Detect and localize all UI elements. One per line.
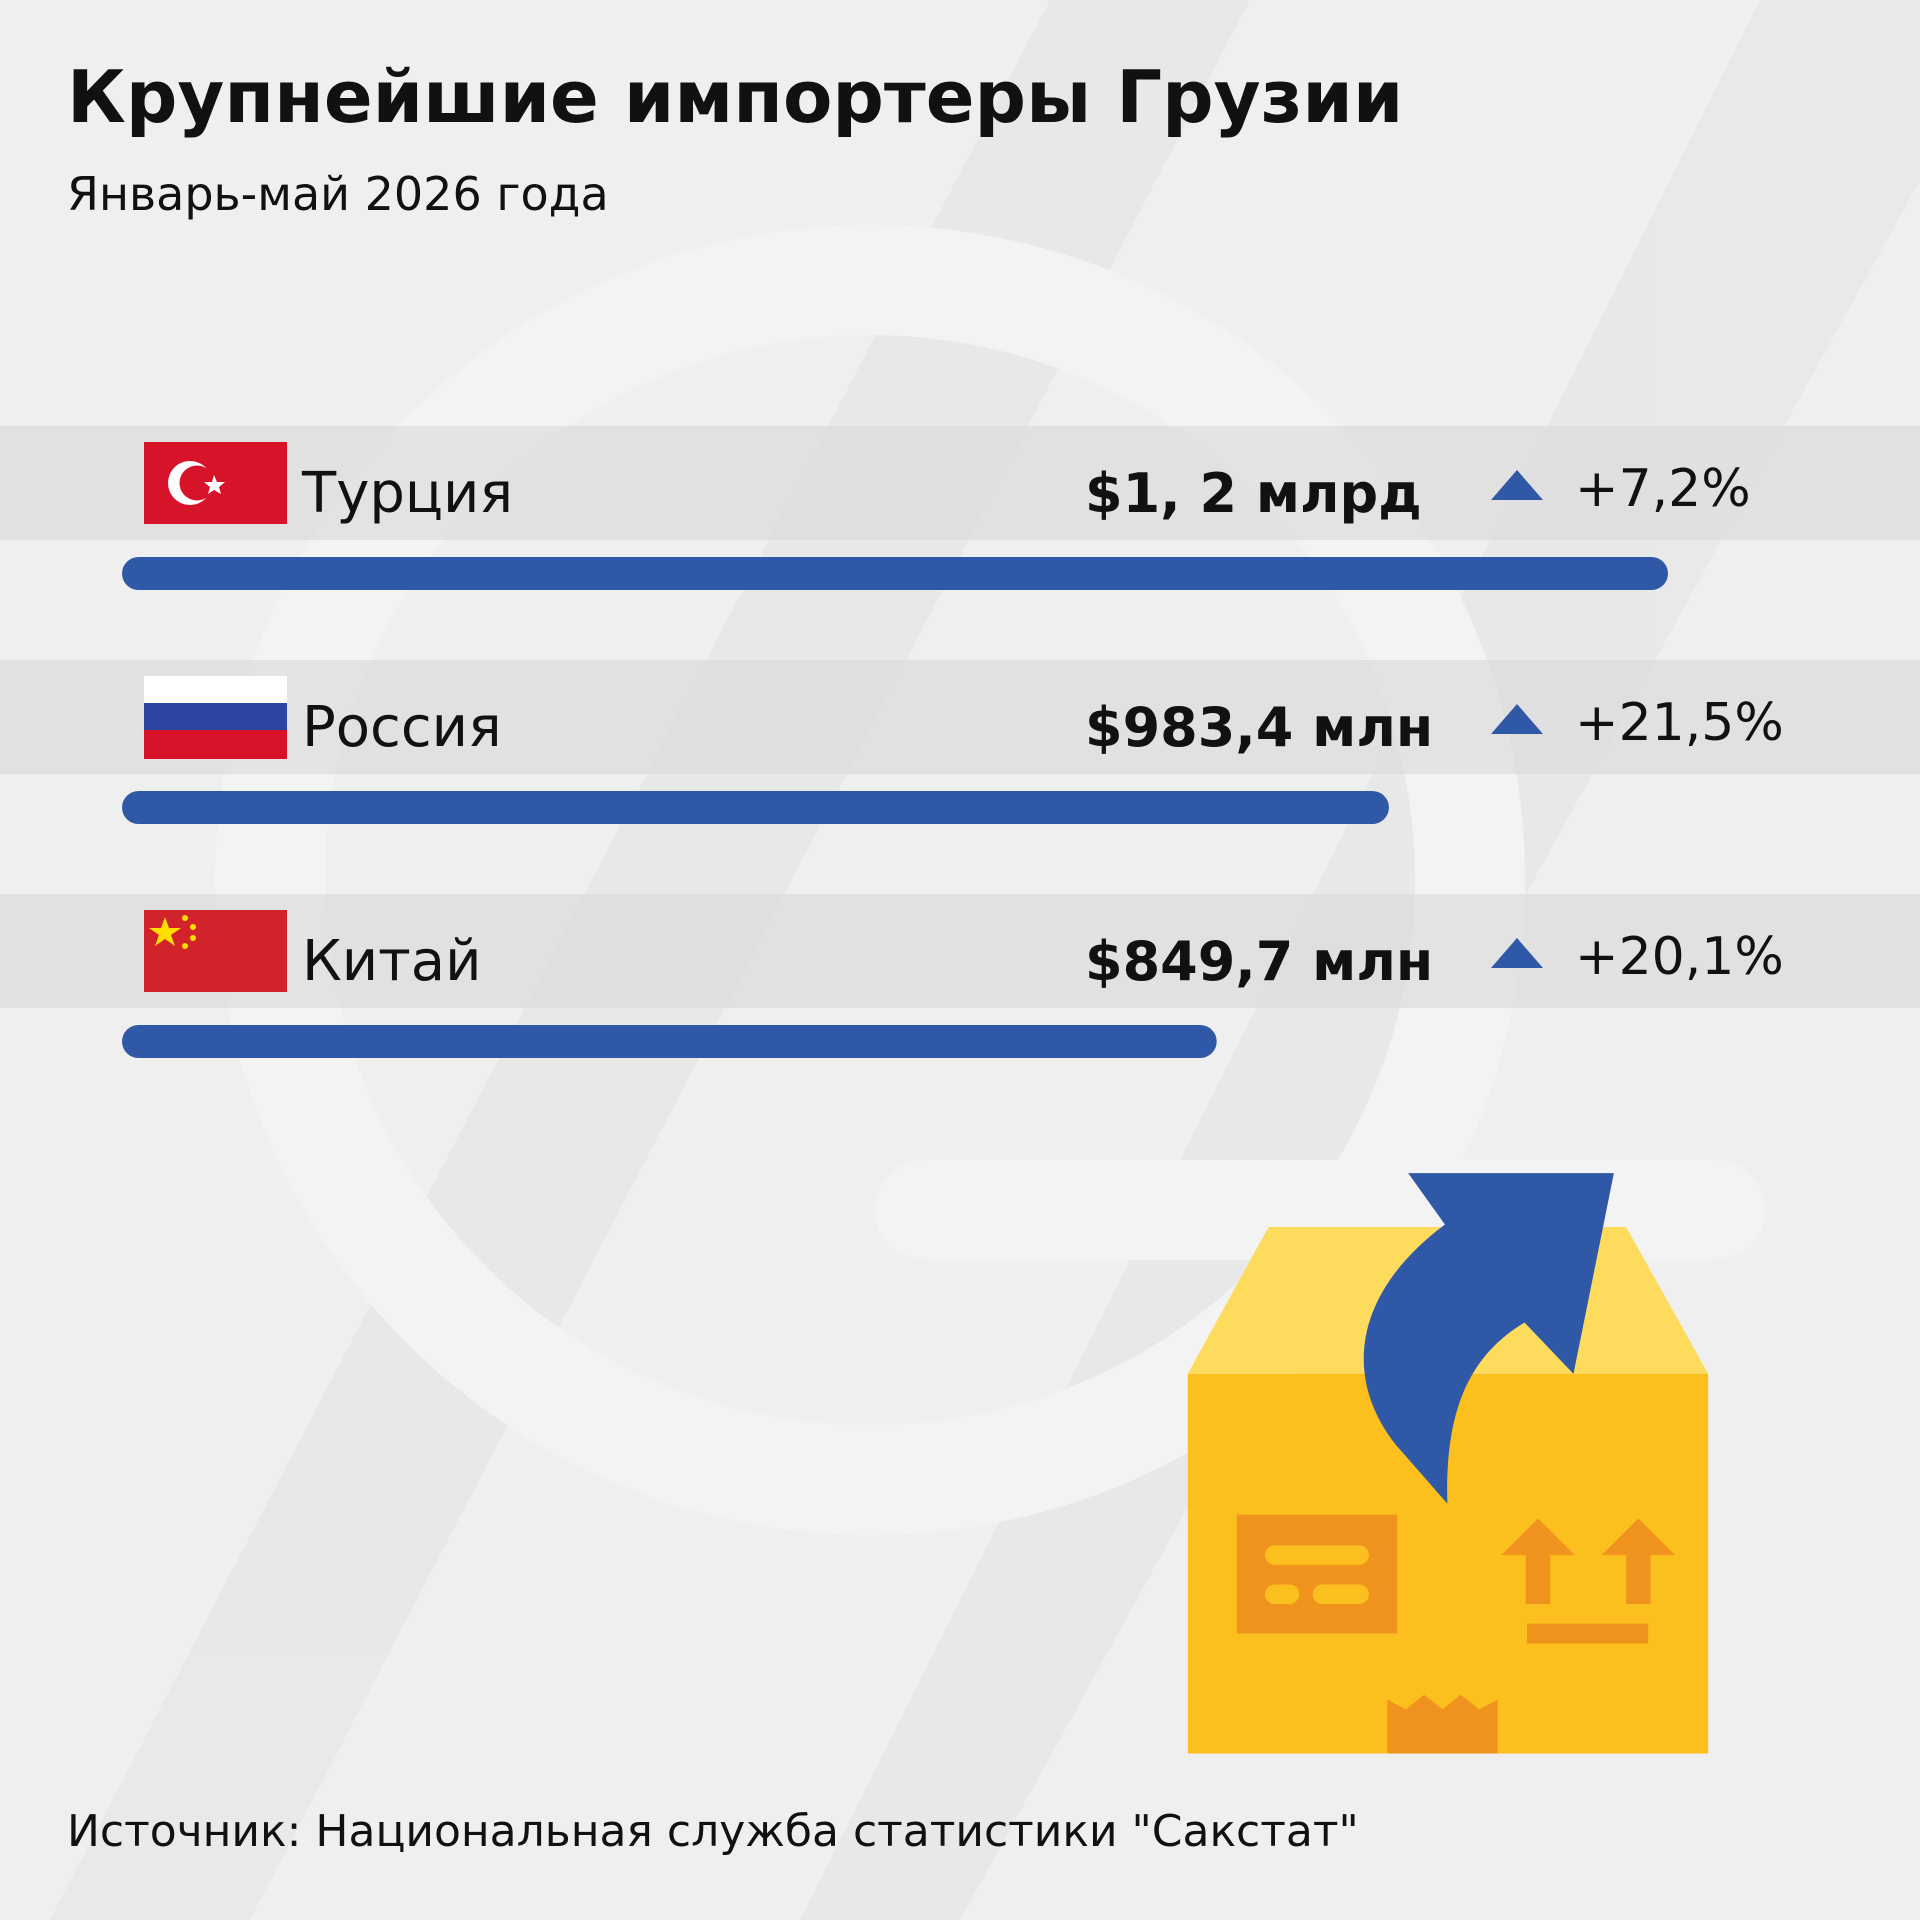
- bar: [122, 791, 1389, 824]
- change-arrow: [1491, 470, 1543, 500]
- change-label: +20,1%: [1575, 927, 1784, 987]
- flag-china: [144, 910, 287, 992]
- chart-title: Крупнейшие импортеры Грузии: [67, 55, 1403, 139]
- value-label: $849,7 млн: [1085, 930, 1433, 993]
- bar: [122, 557, 1668, 590]
- category-label: Китай: [302, 929, 481, 994]
- change-label: +7,2%: [1575, 459, 1751, 519]
- category-label: Россия: [302, 695, 502, 760]
- change-label: +21,5%: [1575, 693, 1784, 753]
- flag-turkey: [144, 442, 287, 524]
- bar: [122, 1025, 1217, 1058]
- chart-subtitle: Январь-май 2026 года: [67, 167, 609, 221]
- row-band: [0, 426, 1920, 540]
- flag-russia: [144, 676, 287, 759]
- change-arrow: [1491, 704, 1543, 734]
- value-label: $1, 2 млрд: [1085, 462, 1422, 525]
- row-band: [0, 660, 1920, 774]
- circle: [215, 225, 1525, 1535]
- row-band: [0, 894, 1920, 1008]
- change-arrow: [1491, 938, 1543, 968]
- illustration-box: [1187, 1173, 1709, 1754]
- value-label: $983,4 млн: [1085, 696, 1433, 759]
- source: Источник: Национальная служба статистики…: [67, 1806, 1359, 1857]
- category-label: Турция: [301, 461, 513, 526]
